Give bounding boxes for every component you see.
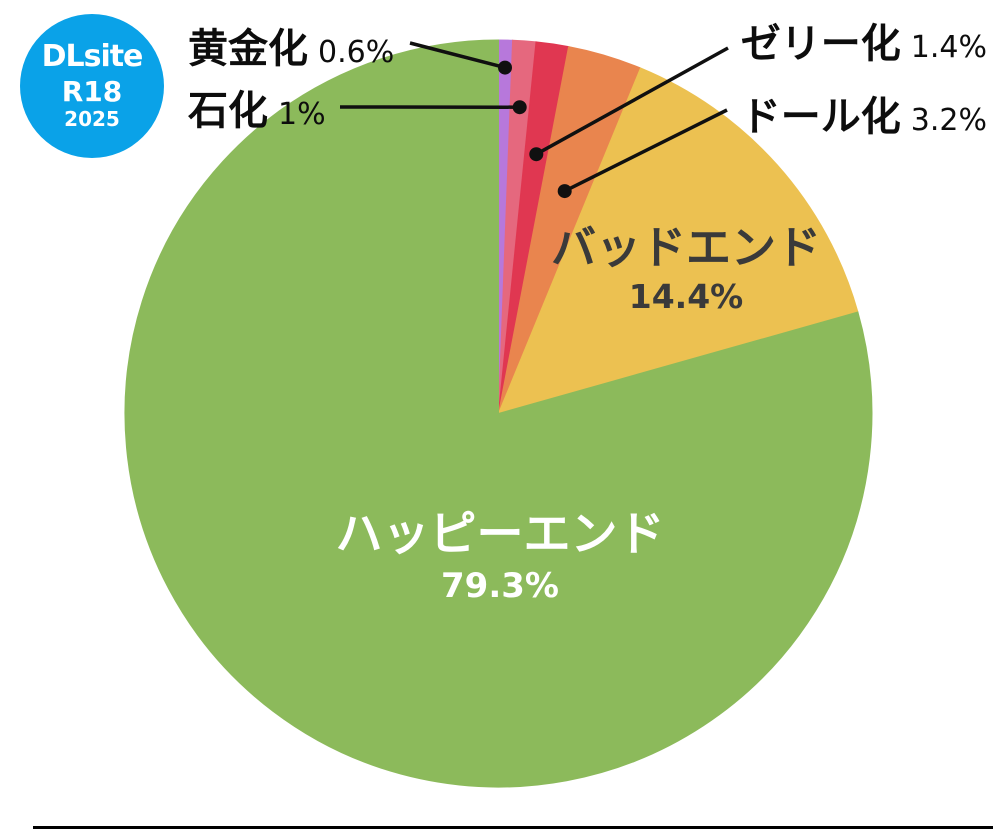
callout-dot-gold <box>498 60 512 75</box>
callout-line-gold <box>409 41 506 70</box>
pie-slice-happy-end <box>124 39 873 788</box>
segment-label: 石化 <box>188 88 268 134</box>
logo-year: 2025 <box>64 107 120 132</box>
segment-label: ハッピーエンド <box>335 507 665 562</box>
segment-label: ドール化 <box>740 94 901 140</box>
callout-dot-jelly <box>529 147 544 162</box>
segment-value: 0.6% <box>318 35 395 70</box>
segment-label: 黄金化 <box>188 26 308 72</box>
segment-value: 1% <box>278 97 326 132</box>
inside-label-bad-end: バッドエンド 14.4% <box>551 221 821 320</box>
segment-label: バッドエンド <box>550 221 822 274</box>
segment-value: 14.4% <box>628 277 744 316</box>
callout-dot-doll <box>557 184 572 199</box>
segment-value: 79.3% <box>441 566 559 607</box>
callout-label-doll: ドール化 3.2% <box>741 84 987 142</box>
inside-label-happy-end: ハッピーエンド 79.3% <box>336 507 665 611</box>
callout-label-gold: 黄金化 0.6% <box>188 16 394 74</box>
logo-brand: DLsite <box>41 39 144 75</box>
dlsite-logo-badge: DLsite R18 2025 <box>20 14 164 158</box>
segment-value: 3.2% <box>910 103 987 138</box>
callout-label-jelly: ゼリー化 1.4% <box>741 11 987 69</box>
pie-slice-bad-end <box>497 67 859 415</box>
callout-label-stone: 石化 1% <box>188 78 326 136</box>
bottom-divider <box>33 826 993 829</box>
callout-dot-stone <box>512 100 527 115</box>
segment-label: ゼリー化 <box>740 21 901 67</box>
segment-value: 1.4% <box>910 30 987 65</box>
callout-line-jelly <box>535 46 729 156</box>
logo-rating: R18 <box>61 74 123 108</box>
callout-line-doll <box>563 108 728 193</box>
